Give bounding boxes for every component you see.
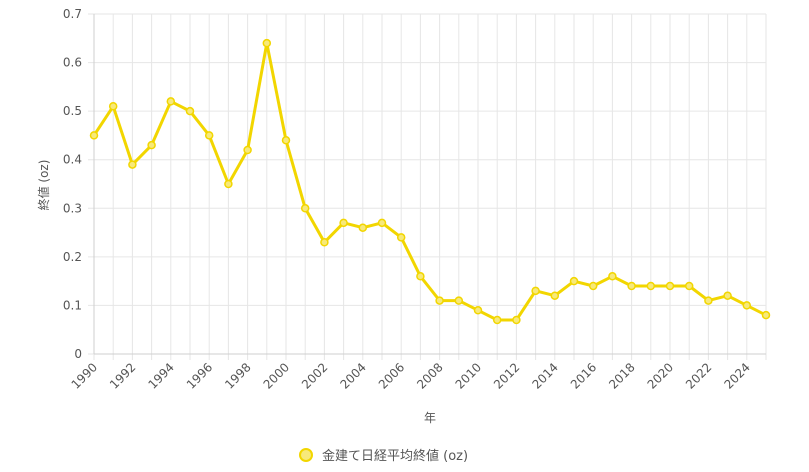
- data-point[interactable]: [358, 223, 368, 232]
- data-point[interactable]: [665, 281, 675, 291]
- data-point[interactable]: [204, 131, 214, 140]
- y-axis-title: 終値 (oz): [36, 160, 51, 211]
- grid-layer: [88, 13, 767, 360]
- data-point[interactable]: [627, 281, 636, 291]
- x-tick-label: 2012: [491, 360, 522, 391]
- data-point[interactable]: [550, 291, 560, 300]
- data-point[interactable]: [761, 310, 771, 320]
- x-tick-label: 2008: [414, 360, 445, 391]
- data-point[interactable]: [588, 281, 598, 291]
- data-point[interactable]: [300, 204, 310, 213]
- data-point[interactable]: [646, 281, 656, 291]
- y-tick-label: 0.7: [63, 7, 82, 21]
- y-tick-label: 0.5: [63, 104, 82, 118]
- x-tick-label: 1992: [107, 360, 138, 391]
- x-tick-label: 2018: [606, 360, 637, 391]
- data-point[interactable]: [531, 286, 540, 296]
- data-point[interactable]: [569, 276, 579, 286]
- x-tick-label: 2010: [453, 360, 484, 391]
- x-tick-label: 1996: [184, 360, 215, 391]
- legend-label: 金建て日経平均終値 (oz): [322, 448, 468, 464]
- data-point[interactable]: [396, 233, 406, 242]
- x-tick-label: 2020: [645, 360, 676, 391]
- data-point[interactable]: [512, 315, 521, 325]
- data-point[interactable]: [281, 136, 291, 145]
- data-point[interactable]: [243, 145, 252, 155]
- y-tick-label: 0.2: [63, 250, 82, 264]
- data-point[interactable]: [454, 296, 464, 305]
- series-layer: [89, 38, 771, 325]
- x-tick-label: 2006: [376, 360, 407, 391]
- data-point[interactable]: [377, 218, 387, 228]
- data-point[interactable]: [128, 160, 137, 169]
- series-line: [92, 41, 768, 322]
- data-point[interactable]: [742, 301, 752, 310]
- data-point[interactable]: [166, 97, 176, 106]
- axis-layer: 0 0.1 0.2 0.3 0.4 0.5 0.6 0.7 1990 1992 1994 1996 19…: [63, 7, 766, 392]
- data-point[interactable]: [339, 218, 348, 228]
- data-point[interactable]: [147, 140, 156, 150]
- data-point[interactable]: [224, 179, 233, 189]
- x-axis-title: 年: [424, 411, 436, 425]
- y-tick-label: 0: [74, 347, 82, 361]
- y-tick-label: 0.1: [63, 298, 82, 312]
- x-tick-label: 2024: [721, 360, 752, 391]
- legend[interactable]: 金建て日経平均終値 (oz): [299, 448, 468, 464]
- y-tick-label: 0.4: [63, 153, 82, 167]
- data-point[interactable]: [185, 106, 195, 116]
- legend-swatch: [299, 448, 313, 462]
- x-tick-label: 1990: [69, 360, 100, 391]
- data-point[interactable]: [435, 296, 444, 305]
- data-point[interactable]: [108, 102, 118, 111]
- x-tick-label: 2000: [261, 360, 292, 391]
- x-tick-label: 2002: [299, 360, 330, 391]
- data-point[interactable]: [89, 131, 99, 140]
- x-tick-label: 2014: [529, 360, 560, 391]
- data-point[interactable]: [723, 291, 732, 300]
- x-tick-label: 2016: [568, 360, 599, 391]
- x-tick-label: 1998: [222, 360, 253, 391]
- data-point[interactable]: [492, 315, 502, 325]
- data-point[interactable]: [416, 272, 425, 281]
- x-tick-label: 1994: [145, 360, 176, 391]
- y-tick-label: 0.6: [63, 56, 82, 70]
- data-point[interactable]: [320, 238, 329, 247]
- data-point[interactable]: [684, 281, 694, 291]
- x-tick-label: 2004: [337, 360, 368, 391]
- data-point[interactable]: [473, 306, 483, 315]
- x-tick-label: 2022: [683, 360, 714, 391]
- data-point[interactable]: [704, 296, 713, 305]
- y-tick-label: 0.3: [63, 201, 82, 215]
- data-point[interactable]: [262, 38, 272, 48]
- data-point[interactable]: [608, 272, 617, 281]
